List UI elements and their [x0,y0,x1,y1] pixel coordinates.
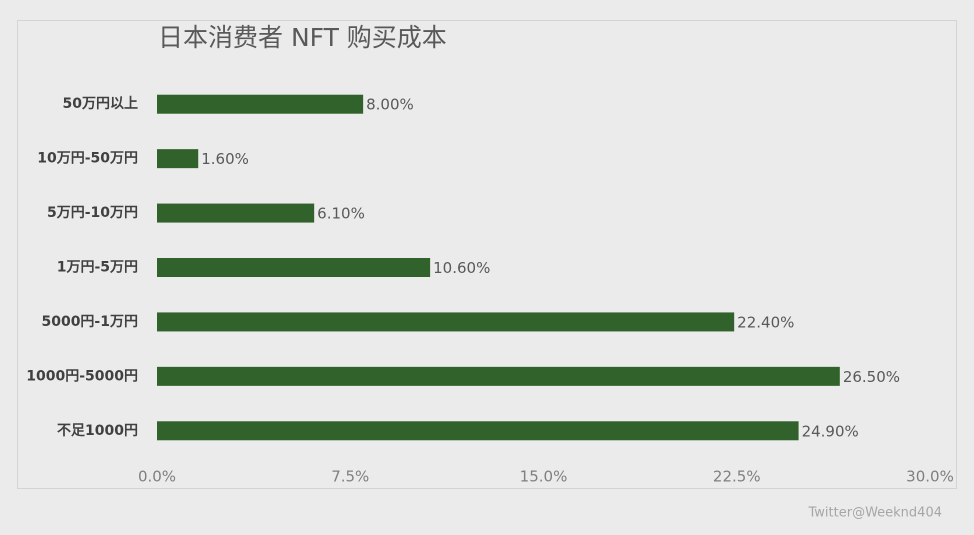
y-tick-label: 1000円-5000円 [26,368,138,384]
chart-title: 日本消费者 NFT 购买成本 [158,23,447,52]
value-label: 10.60% [433,259,490,277]
bar [157,421,799,441]
y-tick-label: 不足1000円 [57,423,138,439]
bar [157,94,364,114]
x-tick-label: 7.5% [331,468,369,486]
y-tick-label: 1万円-5万円 [57,260,138,276]
y-tick-label: 5万円-10万円 [47,205,138,221]
value-label: 8.00% [366,96,414,114]
watermark: Twitter@Weeknd404 [808,506,943,521]
value-label: 22.40% [737,313,794,331]
x-tick-label: 30.0% [906,468,954,486]
value-label: 26.50% [843,368,900,386]
y-tick-label: 10万円-50万円 [37,151,138,167]
x-tick-label: 0.0% [138,468,176,486]
value-label: 24.90% [802,422,859,440]
x-tick-label: 22.5% [713,468,761,486]
bar [157,258,431,277]
bar [157,203,315,223]
bar [157,366,840,386]
value-label: 6.10% [317,205,365,223]
chart-frame [17,20,957,489]
x-tick-label: 15.0% [520,468,568,486]
value-label: 1.60% [201,150,249,168]
y-tick-label: 50万円以上 [63,96,138,112]
bar [157,149,199,169]
y-tick-label: 5000円-1万円 [41,314,138,330]
bar [157,312,735,332]
